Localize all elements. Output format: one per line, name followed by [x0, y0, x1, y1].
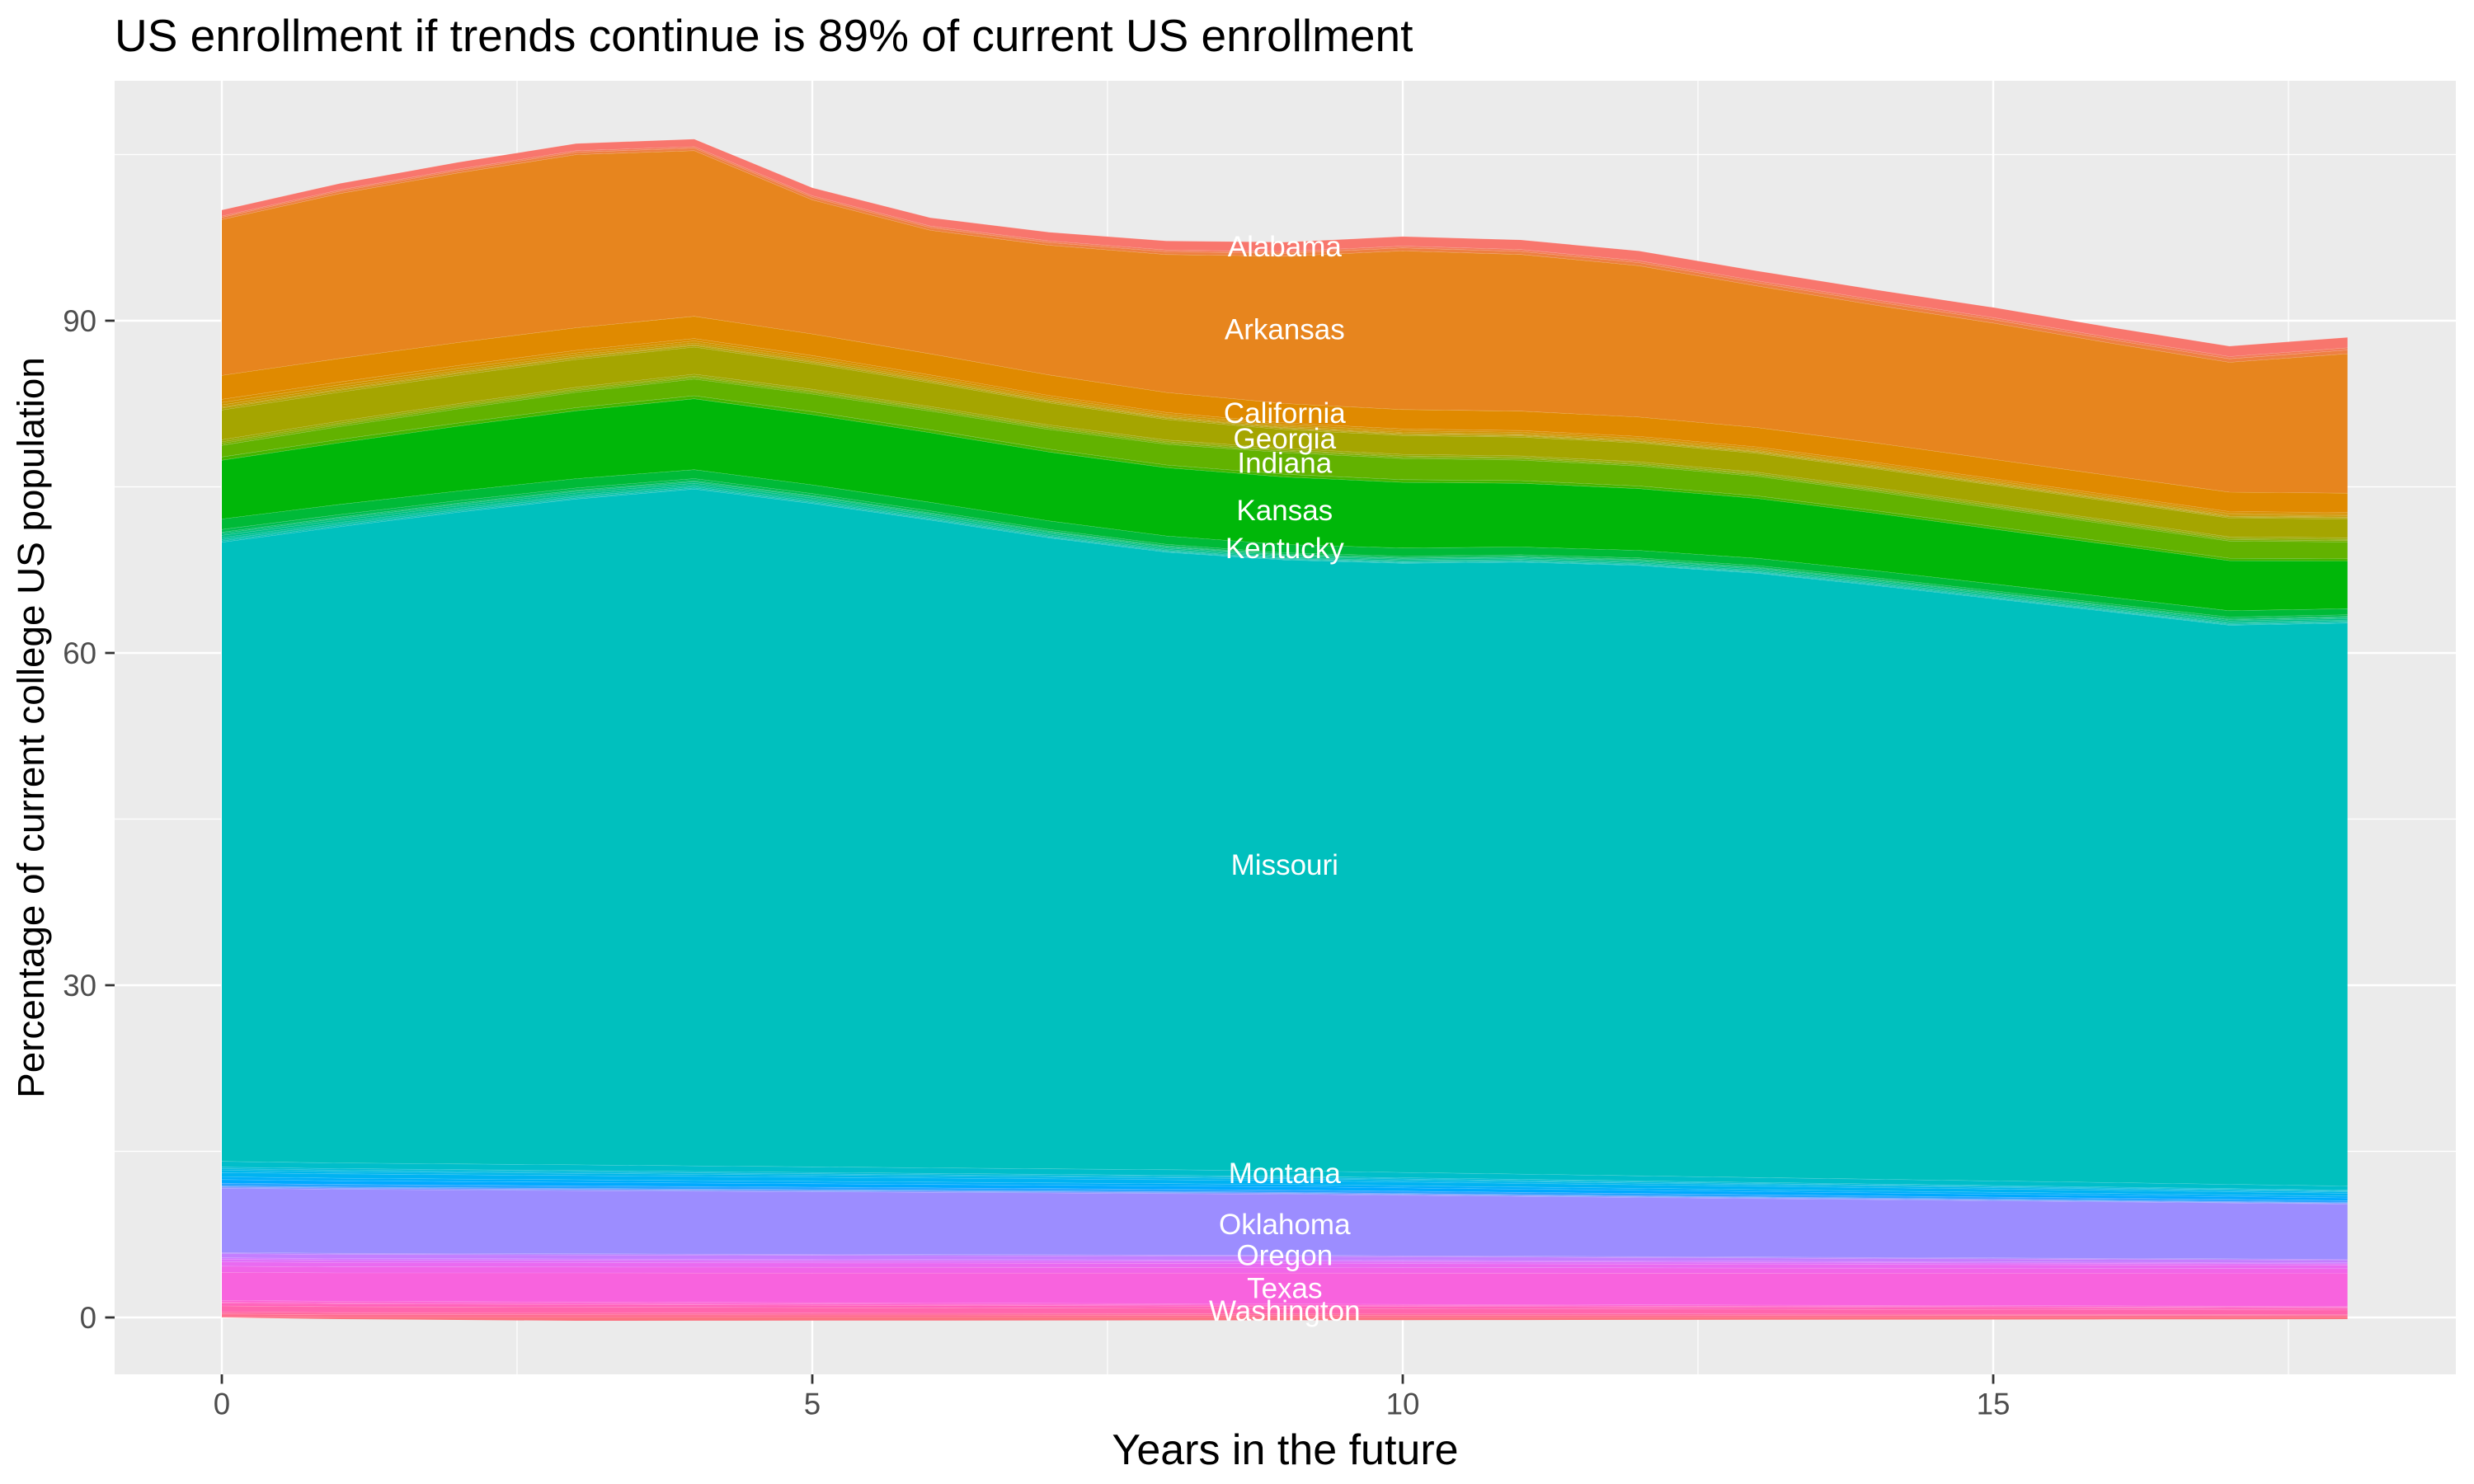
svg-text:Texas: Texas	[1247, 1272, 1322, 1304]
svg-text:Arkansas: Arkansas	[1225, 314, 1345, 346]
svg-text:30: 30	[63, 969, 96, 1003]
svg-text:Kentucky: Kentucky	[1225, 533, 1344, 565]
svg-text:Washington: Washington	[1209, 1295, 1361, 1327]
svg-text:Kansas: Kansas	[1236, 495, 1333, 527]
svg-text:California: California	[1224, 397, 1346, 430]
svg-text:60: 60	[63, 636, 96, 670]
svg-text:15: 15	[1977, 1388, 2011, 1421]
svg-text:90: 90	[63, 304, 96, 338]
svg-text:Years in the future: Years in the future	[1112, 1426, 1458, 1474]
svg-text:5: 5	[804, 1388, 821, 1421]
svg-text:Indiana: Indiana	[1237, 448, 1332, 480]
svg-text:0: 0	[214, 1388, 230, 1421]
svg-text:Montana: Montana	[1229, 1158, 1342, 1190]
svg-text:Percentage of current college: Percentage of current college US populat…	[10, 357, 52, 1098]
svg-text:Georgia: Georgia	[1234, 423, 1337, 455]
svg-text:Oregon: Oregon	[1236, 1240, 1333, 1272]
svg-text:10: 10	[1386, 1388, 1420, 1421]
svg-text:0: 0	[80, 1301, 96, 1335]
svg-text:Missouri: Missouri	[1231, 849, 1338, 881]
svg-text:US enrollment if trends contin: US enrollment if trends continue is 89% …	[115, 10, 1413, 61]
svg-text:Oklahoma: Oklahoma	[1219, 1209, 1351, 1241]
svg-text:Alabama: Alabama	[1228, 231, 1343, 263]
